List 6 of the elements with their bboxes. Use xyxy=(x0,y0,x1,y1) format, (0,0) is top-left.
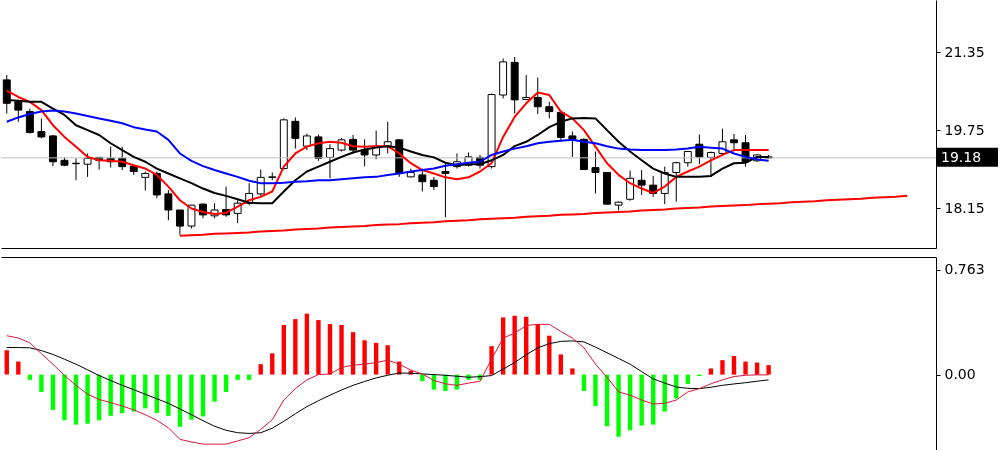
ref-line-label: 19.18 xyxy=(941,148,982,165)
y-tick-label: 0.00 xyxy=(944,366,976,383)
y-tick-label: 19.75 xyxy=(944,121,985,138)
y-tick-label: 18.15 xyxy=(944,199,985,216)
y-tick-label: 21.35 xyxy=(944,43,985,60)
y-tick-label: 0.763 xyxy=(944,261,985,278)
